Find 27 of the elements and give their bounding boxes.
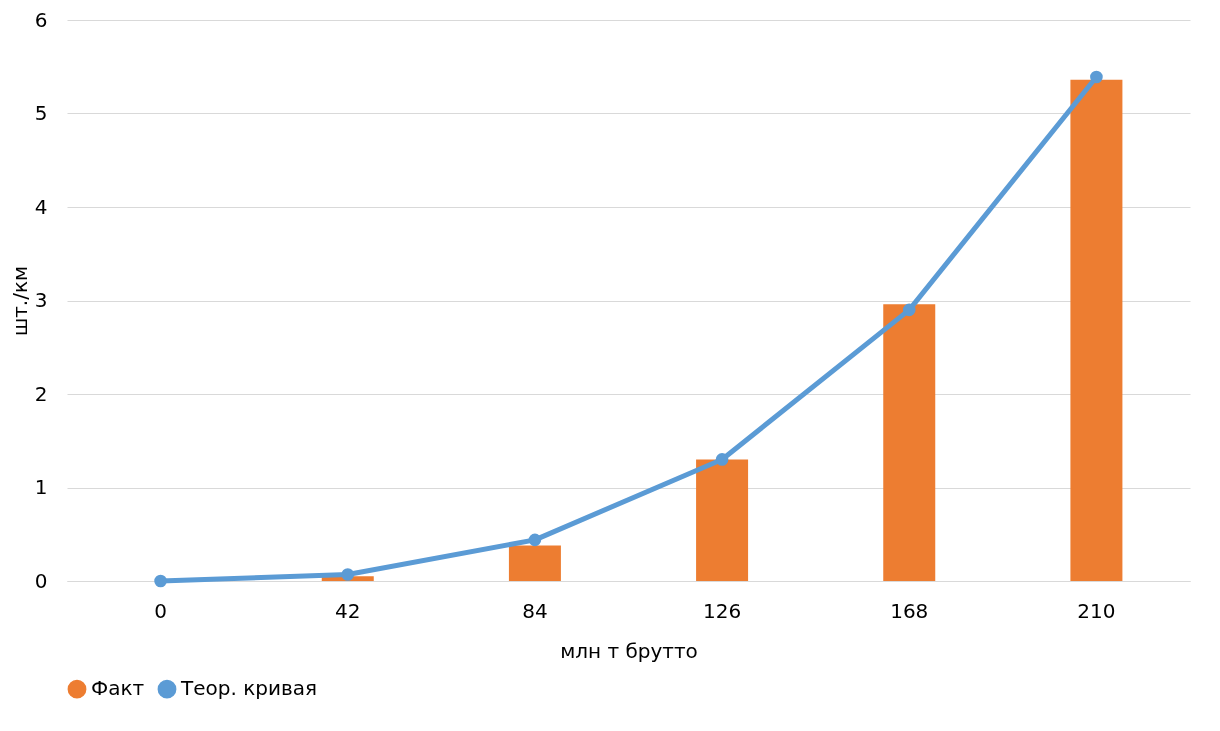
y-tick-label: 6 [34,7,48,32]
legend-label: Теор. кривая [180,676,318,701]
bar [1070,79,1123,581]
point [902,303,916,317]
y-tick-label: 1 [34,475,48,499]
point [715,453,729,466]
y-tick-label: 4 [34,194,48,219]
y-tick-label: 0 [34,568,48,593]
bar [883,304,936,581]
point [528,533,542,547]
x-axis-title: млн т брутто [560,638,698,663]
x-tick-label: 0 [154,598,167,623]
y-tick-label: 5 [34,101,48,125]
x-tick-label: 42 [335,598,361,623]
x-tick-label: 168 [890,598,929,623]
point [341,568,355,581]
bar [696,459,749,581]
y-axis-title: шт./км [7,265,32,337]
x-tick-label: 84 [522,598,548,623]
point [1090,70,1103,84]
bar [508,545,561,581]
x-tick-label: 210 [1077,598,1116,623]
legend-label: Факт [91,676,145,701]
y-tick-label: 3 [34,288,48,312]
y-tick-label: 2 [34,381,48,406]
point [154,574,167,588]
x-tick-label: 126 [702,598,742,623]
